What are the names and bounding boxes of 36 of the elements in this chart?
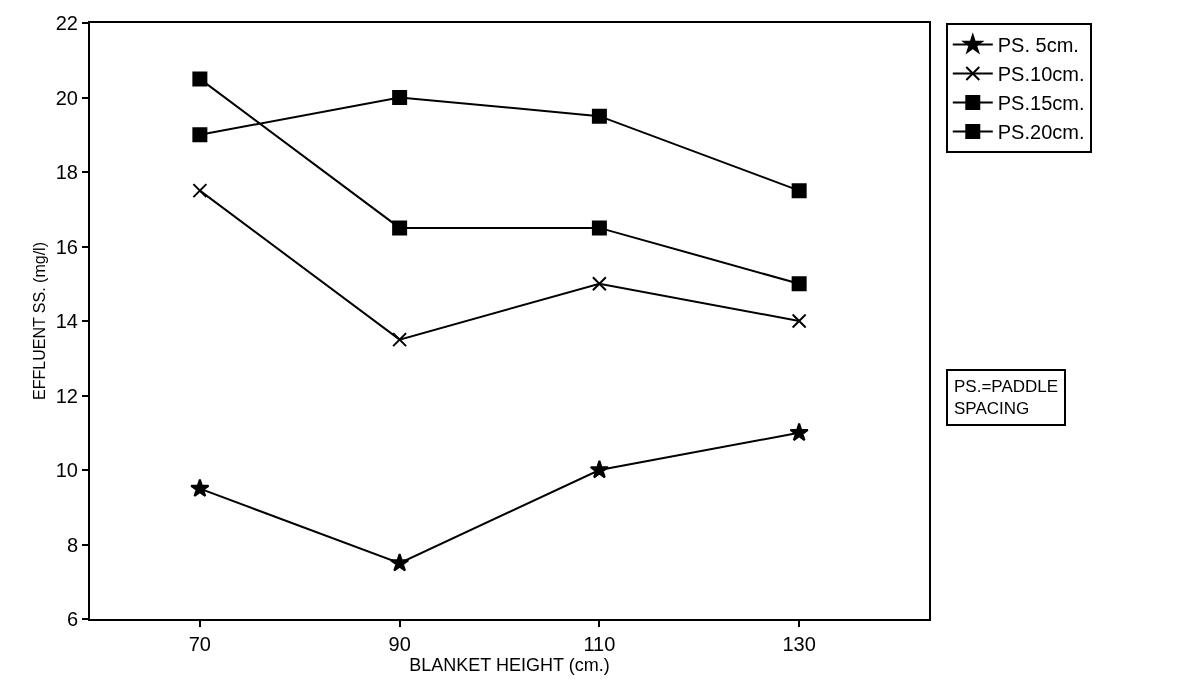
x-tick-label: 110 bbox=[583, 633, 616, 655]
point bbox=[591, 220, 607, 236]
text: PS.=PADDLE SPACING bbox=[954, 377, 1059, 419]
x-tick-label: 70 bbox=[188, 633, 211, 655]
point bbox=[392, 220, 408, 236]
legend-label: PS.20cm. bbox=[997, 121, 1085, 144]
y-tick-label: 18 bbox=[55, 161, 78, 183]
y-tick-label: 6 bbox=[66, 608, 78, 630]
legend-label: PS.10cm. bbox=[997, 63, 1085, 86]
point bbox=[389, 553, 410, 572]
y-tick-label: 16 bbox=[55, 235, 78, 258]
point bbox=[791, 276, 807, 292]
x-tick-label: 130 bbox=[782, 633, 816, 655]
point bbox=[591, 276, 607, 292]
point bbox=[192, 127, 208, 143]
point bbox=[392, 90, 408, 105]
y-axis-title: EFFLUENT SS. (mg/l) bbox=[31, 242, 49, 400]
point bbox=[591, 108, 607, 124]
y-tick-label: 20 bbox=[55, 86, 78, 109]
point bbox=[392, 332, 408, 348]
point bbox=[190, 478, 210, 497]
y-tick-label: 8 bbox=[66, 533, 78, 556]
legend-label: PS. 5cm. bbox=[997, 34, 1079, 57]
x-tick-label: 90 bbox=[388, 633, 411, 655]
point bbox=[192, 71, 208, 87]
point bbox=[789, 422, 809, 442]
y-tick-label: 12 bbox=[55, 384, 78, 407]
y-tick-label: 10 bbox=[55, 459, 78, 481]
x-axis-title: BLANKET HEIGHT (cm.) bbox=[409, 655, 610, 675]
y-tick-label: 22 bbox=[55, 12, 78, 34]
point bbox=[192, 183, 208, 199]
y-tick-label: 14 bbox=[55, 310, 78, 332]
point bbox=[589, 459, 610, 479]
point bbox=[791, 313, 807, 329]
legend-label: PS.15cm. bbox=[997, 92, 1085, 115]
point bbox=[791, 183, 807, 199]
